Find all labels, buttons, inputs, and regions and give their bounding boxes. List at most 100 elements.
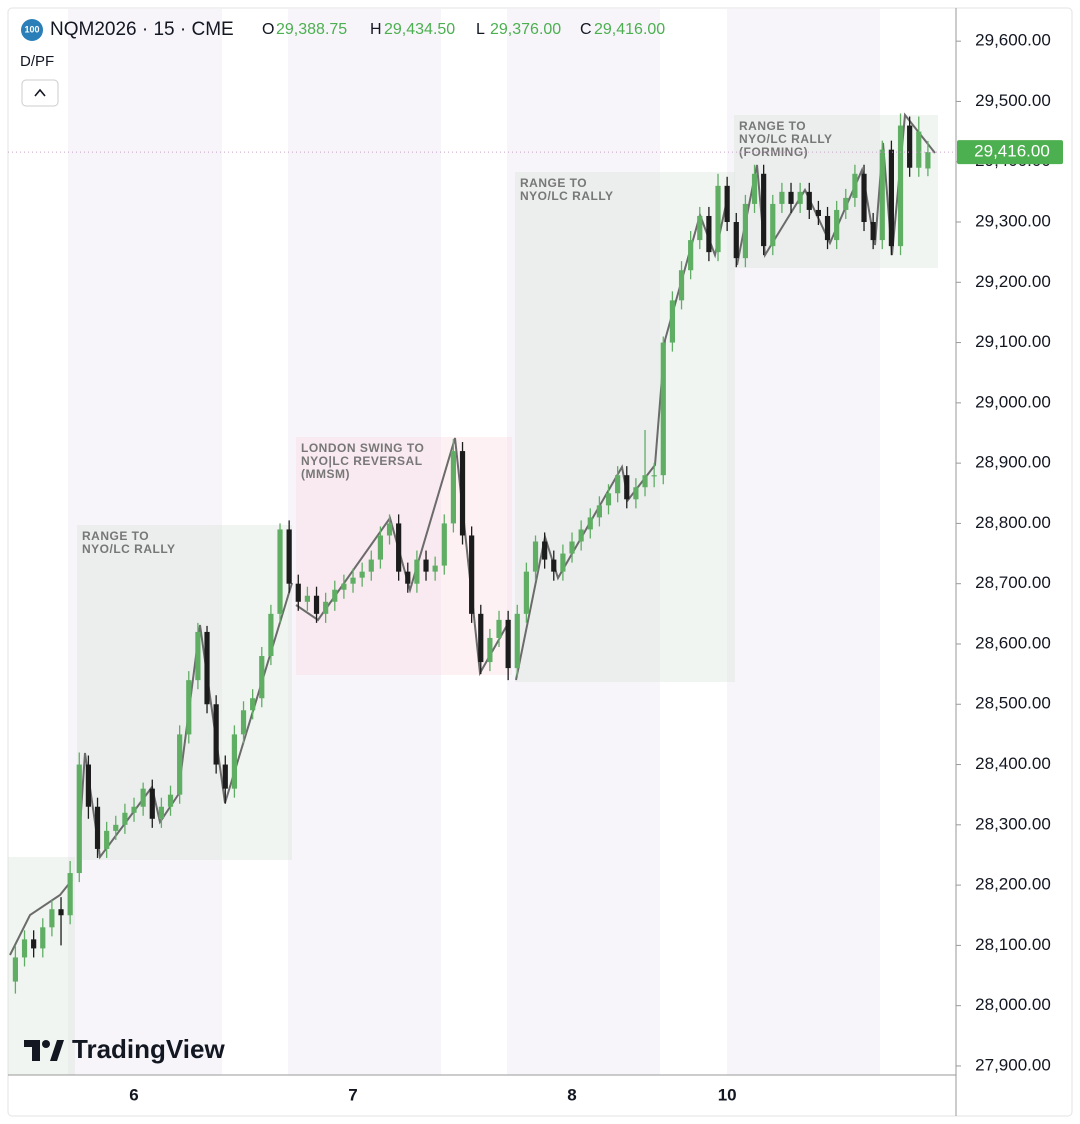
y-tick-label: 28,100.00 [975, 935, 1051, 954]
candle-body [916, 131, 922, 168]
candle-body [651, 475, 657, 477]
candle-body [304, 595, 310, 602]
last-price-tag [957, 140, 1063, 165]
candle-body [295, 583, 301, 602]
candle-body [368, 559, 374, 572]
candle-body [277, 529, 283, 614]
candle-body [697, 215, 703, 241]
candle-body [222, 764, 228, 789]
candle-body [523, 571, 529, 614]
candle-body [113, 824, 119, 831]
y-tick-label: 29,000.00 [975, 392, 1051, 411]
y-tick-label: 28,900.00 [975, 453, 1051, 472]
candle-body [131, 806, 137, 813]
candle-body [85, 764, 91, 807]
candle-body [587, 517, 593, 530]
candle-body [505, 619, 511, 669]
symbol[interactable]: NQM2026 · 15 · CME [50, 19, 234, 40]
candle-body [158, 806, 164, 819]
candle-body [642, 475, 648, 488]
candle-body [167, 794, 174, 807]
candle-body [779, 191, 785, 204]
candle-body [94, 806, 101, 849]
annotation-text: NYO/LC RALLY [739, 132, 833, 146]
candle-body [925, 152, 931, 169]
candle-body [569, 541, 575, 554]
ohlc-key: L [476, 21, 485, 38]
candle-body [706, 215, 712, 253]
candle-body [824, 215, 831, 241]
x-tick-label: 7 [348, 1085, 357, 1104]
candle-body [359, 571, 365, 578]
candle-body [678, 270, 685, 301]
candle-body [350, 577, 356, 584]
annotation-text: RANGE TO [520, 176, 587, 190]
ohlc-key: C [580, 21, 592, 38]
candle-body [441, 523, 447, 566]
candle-body [560, 553, 566, 572]
y-tick-label: 29,200.00 [975, 272, 1051, 291]
candle-body [104, 830, 110, 849]
x-tick-label: 10 [718, 1085, 737, 1104]
indicator[interactable]: D/PF [20, 53, 54, 70]
candle-body [834, 209, 840, 241]
candle-body [313, 595, 320, 614]
candle-body [12, 957, 18, 982]
annotation-text: NYO/LC RALLY [82, 542, 176, 556]
candle-body [67, 873, 73, 916]
candle-body [332, 589, 338, 602]
candle-body [733, 222, 739, 259]
y-tick-label: 27,900.00 [975, 1055, 1051, 1074]
candle-body [633, 487, 639, 500]
y-tick-label: 28,600.00 [975, 633, 1051, 652]
candle-body [423, 559, 429, 572]
annotation-text: LONDON SWING TO [301, 441, 424, 455]
session-band [68, 9, 222, 1075]
candle-body [897, 125, 904, 247]
candle-body [688, 240, 694, 271]
candle-body [888, 149, 894, 247]
candle-body [605, 493, 612, 506]
ohlc-value: 29,388.75 [276, 21, 347, 38]
candle-body [742, 203, 748, 259]
zigzag [9, 879, 73, 956]
candle-body [49, 909, 55, 928]
last-price-label: 29,416.00 [974, 142, 1050, 161]
candle-body [761, 173, 767, 247]
y-tick-label: 28,000.00 [975, 995, 1051, 1014]
candle-body [788, 191, 794, 204]
range-box [8, 857, 75, 1075]
y-tick-label: 28,200.00 [975, 875, 1051, 894]
ohlc-value: 29,416.00 [594, 21, 665, 38]
symbol-icon [21, 19, 43, 41]
ohlc-key: H [370, 21, 382, 38]
candle-body [204, 631, 210, 705]
session-band [507, 9, 660, 1075]
ohlc-key: O [262, 21, 274, 38]
candle-body [177, 734, 183, 795]
candle-body [751, 173, 758, 204]
y-tick-label: 29,300.00 [975, 211, 1051, 230]
y-tick-label: 29,600.00 [975, 31, 1051, 50]
candle-body [268, 613, 274, 657]
candle-body [231, 734, 237, 789]
annotation-text: RANGE TO [82, 529, 149, 543]
candle-body [806, 191, 812, 210]
candle-body [21, 939, 28, 958]
y-tick-label: 28,800.00 [975, 513, 1051, 532]
x-tick-label: 8 [567, 1085, 576, 1104]
y-tick-label: 28,400.00 [975, 754, 1051, 773]
candle-body [396, 523, 402, 572]
candle-body [724, 185, 730, 223]
candle-body [432, 565, 438, 572]
candle-body [240, 710, 247, 735]
candle-body [715, 185, 721, 253]
y-tick-label: 28,300.00 [975, 814, 1051, 833]
candle-body [815, 209, 821, 216]
watermark-logo [24, 1040, 64, 1061]
candle-body [31, 939, 37, 949]
candle-body [414, 559, 420, 584]
collapse-button[interactable] [21, 79, 59, 107]
